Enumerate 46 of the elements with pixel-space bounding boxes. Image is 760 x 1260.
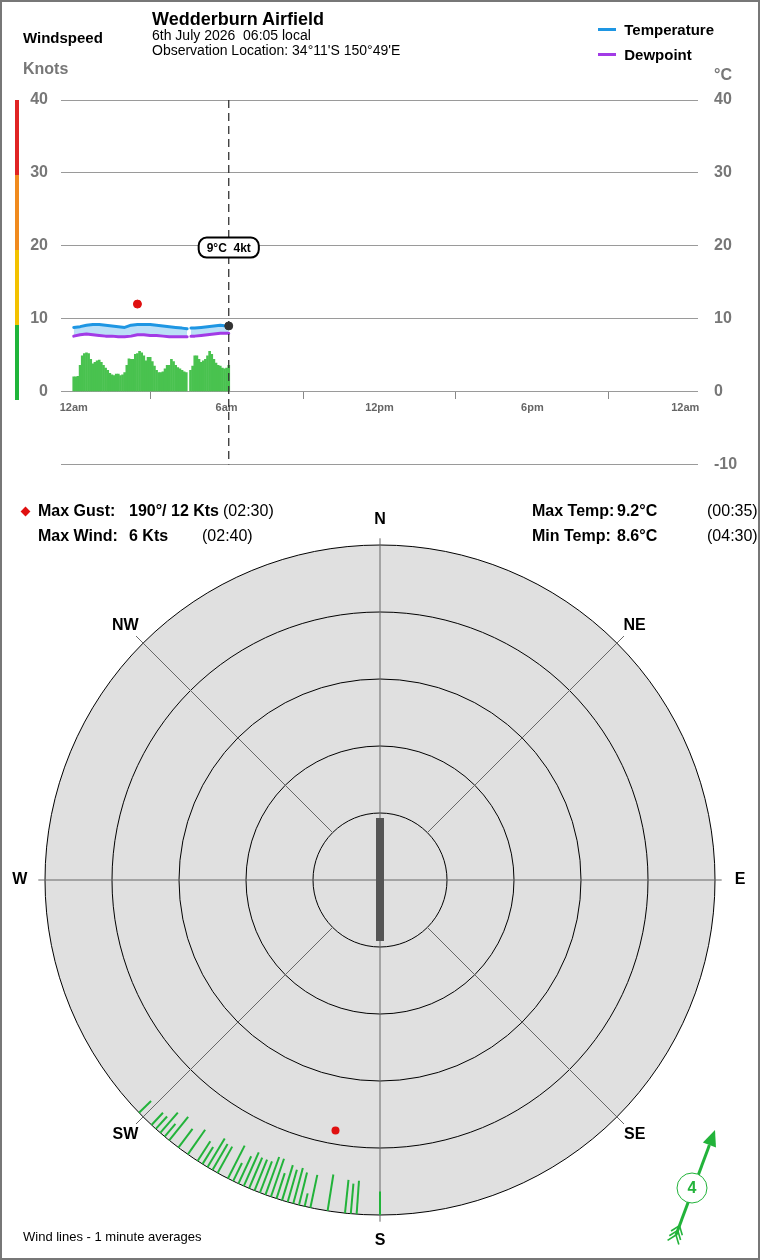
text: Windspeed <box>23 29 103 46</box>
y2-tick-label: 40 <box>714 90 732 108</box>
y-axis-title: Knots <box>23 60 69 77</box>
x-tick-label: 12am <box>671 401 700 414</box>
category-label: SE <box>623 1125 646 1143</box>
text: (00:35) <box>707 502 758 519</box>
ref-line-label: 9°C 4kt <box>206 240 251 255</box>
text: Wind lines - 1 minute averages <box>23 1229 202 1244</box>
y-tick-label: 30 <box>30 163 49 181</box>
y2-tick-label: 10 <box>714 309 732 327</box>
y2-tick-label: 0 <box>714 381 723 399</box>
y-tick-label: 20 <box>30 236 49 254</box>
category-label: NW <box>112 615 140 633</box>
x-tick-label: 12pm <box>365 401 395 414</box>
text: 4 <box>687 1179 697 1196</box>
text: Min Temp: <box>532 527 611 544</box>
y-tick-label: 10 <box>30 309 49 327</box>
category-label: W <box>12 870 29 888</box>
x-tick-label: 12am <box>59 401 89 414</box>
text: 6 Kts <box>129 527 169 544</box>
text: (02:30) <box>223 502 274 519</box>
chart-title: Wedderburn Airfield <box>152 9 325 29</box>
text: Max Gust: <box>38 502 116 519</box>
y2-tick-label: 20 <box>714 236 732 254</box>
y2-tick-label: 30 <box>714 163 732 181</box>
x-tick-label: 6am <box>215 401 238 414</box>
legend-label: Dewpoint <box>624 46 692 63</box>
text: 8.6°C <box>617 527 658 544</box>
category-label: SW <box>112 1125 140 1143</box>
text: (02:40) <box>202 527 253 544</box>
category-label: E <box>734 870 746 888</box>
text: Max Temp: <box>532 502 615 519</box>
legend-label: Temperature <box>624 21 714 38</box>
y-tick-label: 0 <box>39 381 49 399</box>
text: 190°/ 12 Kts <box>129 502 220 519</box>
text: (04:30) <box>707 527 758 544</box>
category-label: S <box>374 1230 386 1248</box>
x-tick-label: 6pm <box>521 401 544 414</box>
chart-subtitle: 6th July 2026 06:05 local Observation Location: 34°11'S 150°49'E <box>152 27 401 58</box>
text: 9.2°C <box>617 502 658 519</box>
y-tick-label: 40 <box>30 90 49 108</box>
category-label: N <box>374 510 386 528</box>
y2-axis-title: °C <box>714 66 732 83</box>
y2-tick-label: -10 <box>714 454 738 472</box>
category-label: NE <box>623 615 647 633</box>
text: Max Wind: <box>38 527 118 544</box>
